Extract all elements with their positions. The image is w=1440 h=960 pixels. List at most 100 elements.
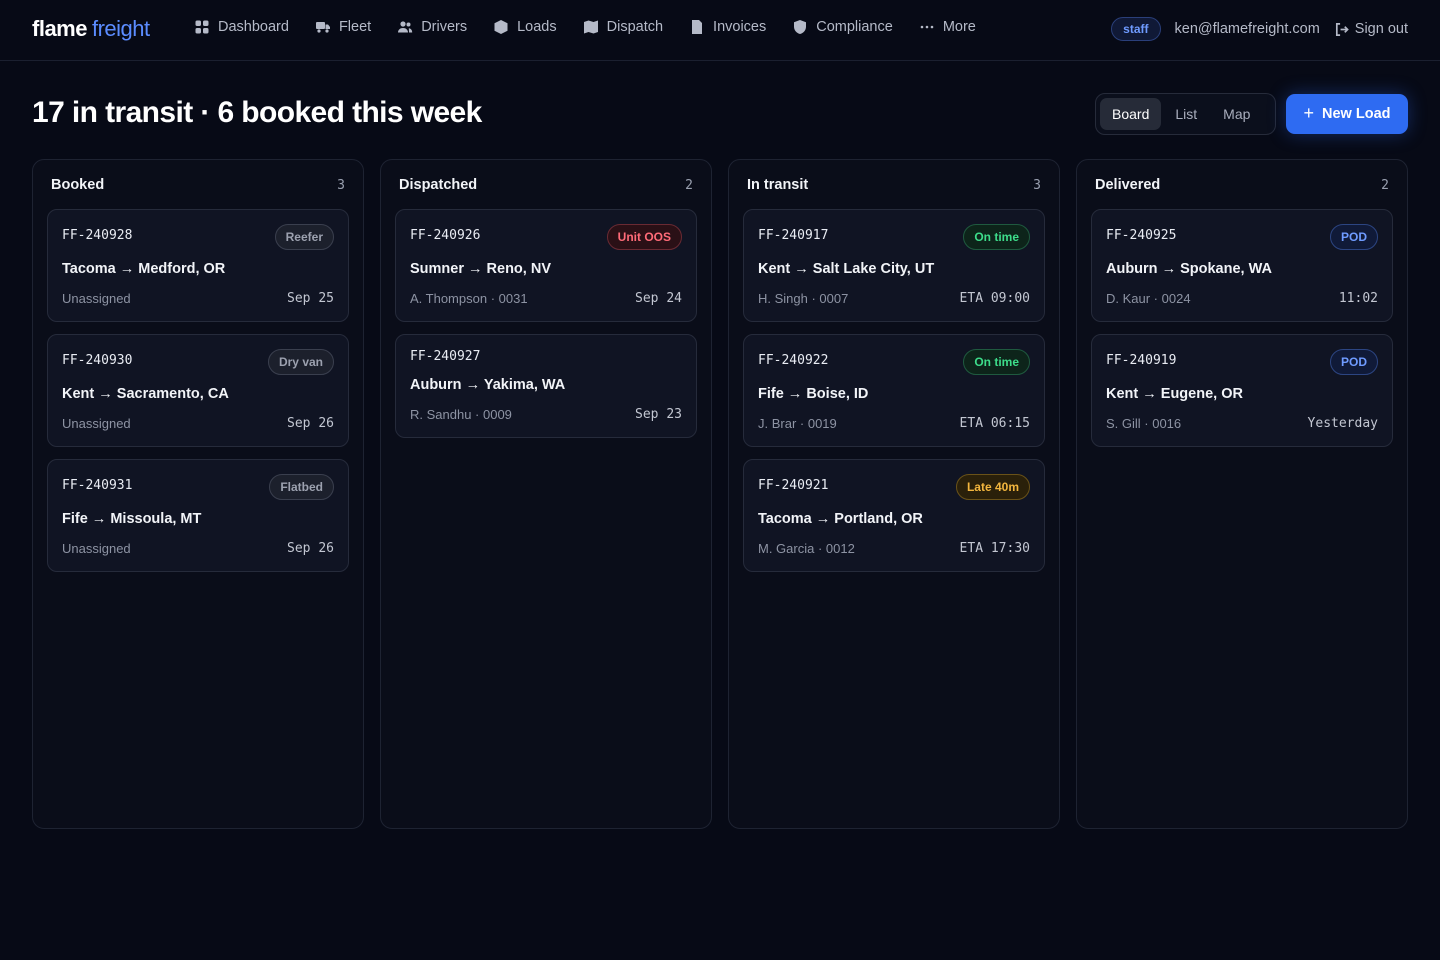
column-title: Dispatched [399,177,478,193]
load-route: Tacoma → Medford, OR [62,261,226,277]
load-id: FF-240928 [62,228,133,243]
sign-out-icon [1335,22,1349,36]
nav-item-loads[interactable]: Loads [493,19,557,35]
view-tab-list[interactable]: List [1175,106,1198,122]
load-card[interactable]: FF-240930 Dry van Kent → Sacramento, CA Una… [47,334,349,447]
load-card[interactable]: FF-240925 POD Auburn → Spokane, WA D. Kaur … [1091,209,1393,322]
column-header: Booked 3 [51,177,345,193]
column-title: Booked [51,177,105,193]
column-count: 2 [1381,177,1389,193]
new-load-button[interactable]: + New Load [1286,94,1408,134]
nav-item-invoices[interactable]: Invoices [689,19,766,35]
nav-label: More [942,19,976,35]
plus-icon: + [1303,102,1315,123]
column-header: Delivered 2 [1095,177,1389,193]
load-card[interactable]: FF-240926 Unit OOS Sumner → Reno, NV A. Tho… [395,209,697,322]
driver-info: S. Gill · 0016 [1106,416,1182,431]
driver-info: M. Garcia · 0012 [758,541,855,556]
load-route: Sumner → Reno, NV [410,261,551,277]
load-time: ETA 17:30 [959,541,1030,556]
nav-item-fleet[interactable]: Fleet [315,19,371,35]
load-time: ETA 06:15 [959,416,1030,431]
top-nav: flame freight Dashboard Fleet Drivers [0,0,1440,61]
shield-icon [792,19,808,35]
truck-icon [315,19,331,35]
load-time: Sep 25 [287,291,334,306]
nav-item-drivers[interactable]: Drivers [397,19,467,35]
driver-info: A. Thompson · 0031 [410,291,528,306]
load-card[interactable]: FF-240919 POD Kent → Eugene, OR S. Gill · 0… [1091,334,1393,447]
status-badge: Unit OOS [606,224,682,250]
brand-word-2: freight [91,16,150,41]
load-card[interactable]: FF-240927 Auburn → Yakima, WA R. Sandhu · … [395,334,697,438]
status-badge: Dry van [267,349,334,375]
load-card[interactable]: FF-240921 Late 40m Tacoma → Portland, OR M.… [743,459,1045,572]
load-id: FF-240930 [62,353,133,368]
driver-info: Unassigned [62,291,131,306]
load-time: Yesterday [1307,416,1378,431]
nav-item-more[interactable]: More [919,19,976,35]
load-time: 11:02 [1338,291,1378,306]
nav-item-compliance[interactable]: Compliance [792,19,893,35]
brand-word-1: flame [32,16,87,41]
status-badge: POD [1329,349,1378,375]
nav-label: Drivers [421,19,468,35]
new-load-label: New Load [1322,106,1391,122]
load-route: Fife → Missoula, MT [62,511,202,527]
load-route: Auburn → Spokane, WA [1106,261,1272,277]
load-route: Tacoma → Portland, OR [758,511,923,527]
nav-item-dispatch[interactable]: Dispatch [583,19,663,35]
document-icon [689,19,705,35]
column-count: 3 [337,177,345,193]
load-route: Kent → Eugene, OR [1106,386,1243,402]
status-badge: On time [963,349,1030,375]
load-id: FF-240921 [758,478,829,493]
status-badge: Flatbed [269,474,334,500]
load-id: FF-240926 [410,228,481,243]
nav-label: Fleet [338,19,372,35]
driver-info: J. Brar · 0019 [758,416,837,431]
nav-label: Invoices [713,19,767,35]
view-tab-map[interactable]: Map [1223,106,1251,122]
nav-label: Compliance [816,19,893,35]
user-email[interactable]: ken@flamefreight.com [1174,21,1320,37]
board-column: Delivered 2 FF-240925 POD Auburn → Spokane, … [1076,159,1408,829]
driver-info: Unassigned [62,541,131,556]
load-time: Sep 23 [635,407,682,422]
driver-info: R. Sandhu · 0009 [410,407,512,422]
status-badge: Reefer [274,224,334,250]
board-column: Dispatched 2 FF-240926 Unit OOS Sumner → Ren… [380,159,712,829]
load-id: FF-240931 [62,478,133,493]
nav-item-dashboard[interactable]: Dashboard [194,19,289,35]
load-route: Auburn → Yakima, WA [410,377,566,393]
load-time: Sep 24 [635,291,682,306]
load-route: Kent → Salt Lake City, UT [758,261,935,277]
column-header: In transit 3 [747,177,1041,193]
column-title: Delivered [1095,177,1161,193]
load-card[interactable]: FF-240917 On time Kent → Salt Lake City, U… [743,209,1045,322]
box-icon [493,19,509,35]
brand-logo[interactable]: flame freight [32,16,150,42]
load-card[interactable]: FF-240928 Reefer Tacoma → Medford, OR Unass… [47,209,349,322]
board-column: Booked 3 FF-240928 Reefer Tacoma → Medford, … [32,159,364,829]
column-title: In transit [747,177,809,193]
board-column: In transit 3 FF-240917 On time Kent → Salt L… [728,159,1060,829]
load-id: FF-240925 [1106,228,1177,243]
load-time: Sep 26 [287,416,334,431]
load-time: Sep 26 [287,541,334,556]
driver-info: H. Singh · 0007 [758,291,849,306]
column-header: Dispatched 2 [399,177,693,193]
status-badge: Late 40m [955,474,1030,500]
driver-info: Unassigned [62,416,131,431]
nav-label: Dispatch [606,19,664,35]
view-switcher: Board List Map [1095,93,1276,135]
load-card[interactable]: FF-240922 On time Fife → Boise, ID J. Brar … [743,334,1045,447]
load-card[interactable]: FF-240931 Flatbed Fife → Missoula, MT Unass… [47,459,349,572]
sign-out-button[interactable]: Sign out [1334,21,1408,37]
map-icon [583,19,599,35]
load-route: Fife → Boise, ID [758,386,869,402]
load-id: FF-240919 [1106,353,1177,368]
column-count: 3 [1033,177,1041,193]
view-tab-board[interactable]: Board [1100,98,1162,130]
nav-label: Dashboard [218,19,289,35]
